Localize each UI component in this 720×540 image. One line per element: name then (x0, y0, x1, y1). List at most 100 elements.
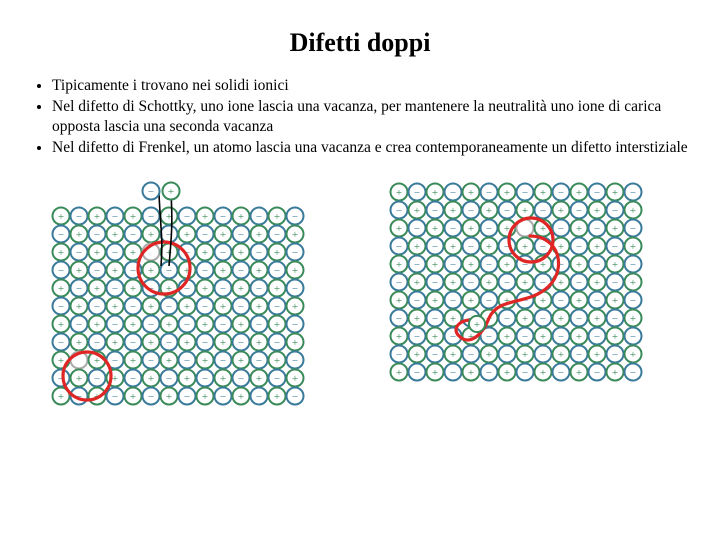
svg-text:−: − (94, 265, 100, 277)
svg-text:−: − (130, 337, 136, 349)
svg-text:−: − (396, 277, 402, 289)
svg-text:+: + (594, 349, 600, 361)
frenkel-diagram: +−+−+−+−+−+−+−−+−+−+−+−+−+−++−+−+−++−+−+… (389, 176, 669, 451)
svg-text:+: + (486, 349, 492, 361)
svg-text:−: − (94, 229, 100, 241)
svg-text:−: − (468, 277, 474, 289)
svg-text:−: − (202, 337, 208, 349)
svg-text:−: − (256, 391, 262, 403)
svg-text:−: − (220, 319, 226, 331)
svg-text:−: − (148, 319, 154, 331)
svg-text:−: − (396, 241, 402, 253)
svg-text:−: − (76, 247, 82, 259)
svg-text:−: − (292, 355, 298, 367)
svg-text:−: − (238, 301, 244, 313)
svg-text:+: + (450, 349, 456, 361)
svg-text:+: + (522, 241, 528, 253)
svg-text:+: + (238, 319, 244, 331)
svg-text:−: − (432, 349, 438, 361)
svg-text:−: − (238, 337, 244, 349)
svg-text:+: + (612, 295, 618, 307)
svg-text:−: − (202, 229, 208, 241)
svg-text:−: − (76, 283, 82, 295)
svg-text:+: + (612, 223, 618, 235)
svg-text:−: − (292, 391, 298, 403)
svg-text:+: + (76, 265, 82, 277)
svg-text:−: − (130, 373, 136, 385)
svg-text:−: − (274, 265, 280, 277)
svg-text:−: − (432, 205, 438, 217)
svg-text:+: + (594, 205, 600, 217)
svg-text:−: − (274, 301, 280, 313)
svg-text:−: − (58, 337, 64, 349)
svg-text:+: + (504, 259, 510, 271)
svg-text:+: + (274, 391, 280, 403)
svg-text:+: + (630, 349, 636, 361)
svg-text:−: − (486, 259, 492, 271)
svg-text:+: + (396, 367, 402, 379)
svg-text:+: + (130, 319, 136, 331)
svg-text:−: − (540, 277, 546, 289)
svg-text:−: − (630, 187, 636, 199)
svg-text:−: − (450, 223, 456, 235)
svg-text:−: − (594, 187, 600, 199)
bullet-list: Tipicamente i trovano nei solidi ioniciN… (30, 76, 690, 158)
svg-text:−: − (148, 211, 154, 223)
svg-text:−: − (112, 319, 118, 331)
svg-text:−: − (292, 211, 298, 223)
svg-text:+: + (76, 229, 82, 241)
svg-text:+: + (522, 349, 528, 361)
svg-text:−: − (594, 367, 600, 379)
svg-text:+: + (166, 355, 172, 367)
svg-text:+: + (612, 367, 618, 379)
svg-text:−: − (630, 331, 636, 343)
svg-text:−: − (612, 241, 618, 253)
svg-text:+: + (292, 229, 298, 241)
svg-text:+: + (202, 211, 208, 223)
svg-text:−: − (486, 223, 492, 235)
svg-text:+: + (94, 211, 100, 223)
svg-text:−: − (468, 241, 474, 253)
svg-text:+: + (130, 355, 136, 367)
svg-text:−: − (58, 301, 64, 313)
svg-text:−: − (58, 229, 64, 241)
svg-text:+: + (414, 313, 420, 325)
svg-text:+: + (540, 331, 546, 343)
svg-text:−: − (148, 391, 154, 403)
svg-text:+: + (58, 211, 64, 223)
svg-text:−: − (504, 349, 510, 361)
svg-text:+: + (238, 283, 244, 295)
svg-text:+: + (468, 223, 474, 235)
svg-text:+: + (184, 229, 190, 241)
svg-text:+: + (594, 241, 600, 253)
svg-text:+: + (238, 211, 244, 223)
svg-text:+: + (432, 367, 438, 379)
svg-text:+: + (292, 301, 298, 313)
svg-text:+: + (76, 301, 82, 313)
svg-text:+: + (540, 187, 546, 199)
svg-text:+: + (148, 229, 154, 241)
svg-text:+: + (130, 247, 136, 259)
svg-text:−: − (94, 373, 100, 385)
svg-text:−: − (166, 373, 172, 385)
svg-text:+: + (292, 373, 298, 385)
svg-text:−: − (148, 186, 154, 198)
svg-text:+: + (76, 337, 82, 349)
svg-text:−: − (414, 331, 420, 343)
svg-text:−: − (594, 223, 600, 235)
svg-text:+: + (522, 205, 528, 217)
svg-text:+: + (148, 265, 154, 277)
svg-text:+: + (576, 331, 582, 343)
svg-text:−: − (522, 331, 528, 343)
svg-text:−: − (450, 259, 456, 271)
bullet-item: Nel difetto di Schottky, uno ione lascia… (52, 97, 690, 136)
svg-text:−: − (166, 301, 172, 313)
svg-text:−: − (558, 187, 564, 199)
svg-text:+: + (576, 187, 582, 199)
svg-text:+: + (76, 373, 82, 385)
svg-text:−: − (256, 211, 262, 223)
svg-text:+: + (184, 337, 190, 349)
svg-text:−: − (504, 205, 510, 217)
svg-text:+: + (576, 295, 582, 307)
svg-text:+: + (130, 391, 136, 403)
